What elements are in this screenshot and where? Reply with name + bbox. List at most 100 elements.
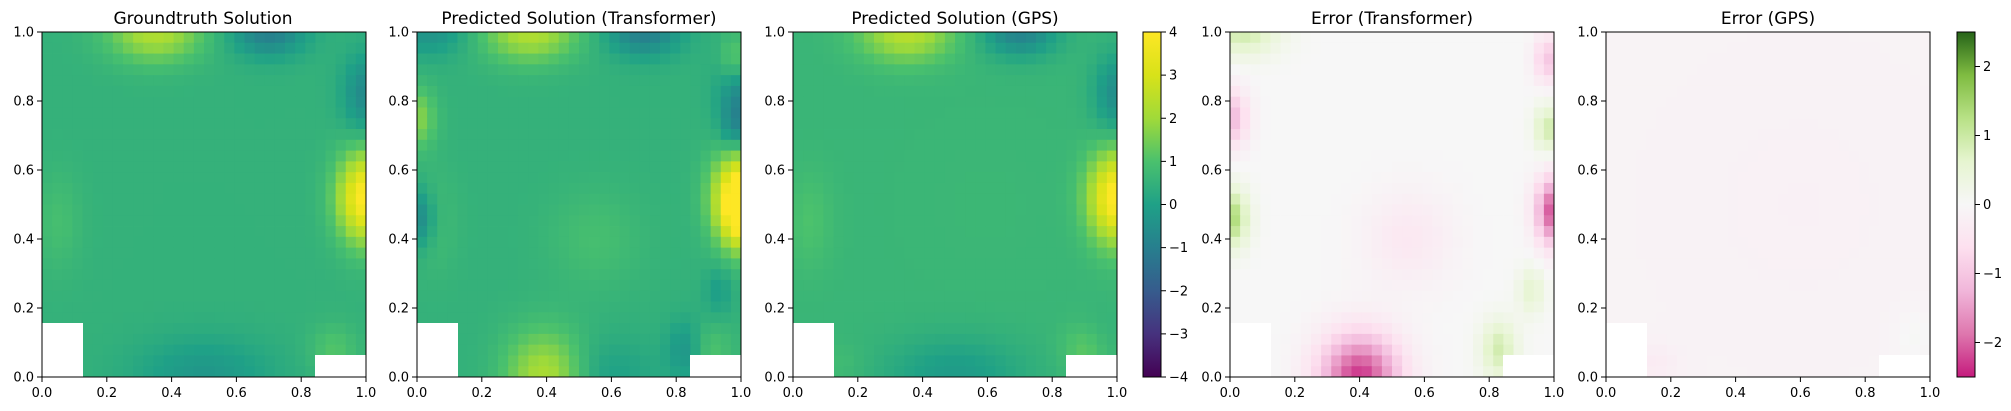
heatmap-cell [1371, 236, 1383, 249]
heatmap-cell [1626, 85, 1637, 98]
heatmap-cell [234, 290, 245, 302]
heatmap-cell [1351, 290, 1363, 302]
heatmap-cell [894, 366, 905, 378]
heatmap-cell [1636, 236, 1647, 249]
heatmap-cell [1697, 129, 1708, 141]
heatmap-cell [1889, 53, 1901, 65]
heatmap-cell [955, 139, 966, 151]
heatmap-cell [498, 323, 509, 335]
heatmap-cell [1452, 215, 1464, 227]
heatmap-cell [1656, 150, 1668, 162]
heatmap-cell [568, 236, 580, 249]
heatmap-cell [863, 247, 875, 259]
heatmap-cell [437, 64, 448, 76]
heatmap-cell [995, 118, 1007, 130]
heatmap-cell [52, 247, 63, 259]
heatmap-cell [1371, 323, 1383, 335]
heatmap-cell [985, 366, 996, 378]
heatmap-cell [1240, 85, 1251, 98]
heatmap-cell [793, 182, 804, 195]
heatmap-cell [1046, 226, 1057, 238]
y-tick-label: 1.0 [764, 26, 785, 41]
colorbar-tick-label: −3 [1169, 327, 1188, 342]
heatmap-cell [1543, 215, 1555, 227]
heatmap-cell [833, 344, 845, 356]
heatmap-cell [1533, 107, 1545, 119]
heatmap-cell [417, 204, 428, 216]
heatmap-cell [1331, 204, 1342, 216]
heatmap-cell [254, 193, 266, 205]
heatmap-cell [1290, 204, 1302, 216]
heatmap-cell [589, 226, 600, 238]
heatmap-cell [1270, 312, 1282, 324]
heatmap-cell [183, 279, 195, 292]
heatmap-cell [1230, 215, 1241, 227]
heatmap-cell [305, 107, 316, 119]
heatmap-cell [1493, 215, 1504, 227]
heatmap-cell [1096, 107, 1108, 119]
heatmap-cell [335, 258, 347, 270]
heatmap-cell [1523, 53, 1535, 65]
heatmap-cell [1280, 301, 1292, 313]
heatmap-cell [690, 118, 701, 130]
heatmap-cell [1015, 139, 1027, 151]
heatmap-cell [1513, 150, 1525, 162]
heatmap-cell [1096, 344, 1108, 356]
heatmap-cell [1838, 161, 1850, 173]
heatmap-cell [1371, 269, 1383, 281]
heatmap-cell [1483, 355, 1494, 367]
heatmap-cell [1422, 204, 1433, 216]
heatmap-cell [1280, 182, 1292, 195]
heatmap-cell [1666, 42, 1678, 54]
heatmap-cell [1879, 42, 1890, 54]
plot-frame [416, 31, 742, 378]
heatmap-cell [720, 236, 732, 249]
heatmap-cell [1341, 172, 1352, 184]
heatmap-cell [457, 150, 469, 162]
heatmap-cell [477, 258, 489, 270]
heatmap-cell [42, 290, 53, 302]
heatmap-cell [518, 53, 529, 65]
heatmap-cell [609, 355, 620, 367]
heatmap-cell [1056, 269, 1067, 281]
heatmap-cell [518, 366, 529, 378]
heatmap-cell [1331, 129, 1342, 141]
heatmap-cell [1473, 107, 1484, 119]
heatmap-cell [1687, 42, 1698, 54]
heatmap-cell [1371, 366, 1383, 378]
heatmap-cell [1473, 118, 1484, 130]
heatmap-cell [619, 204, 631, 216]
heatmap-cell [874, 344, 885, 356]
heatmap-cell [803, 53, 814, 65]
heatmap-cell [1757, 247, 1769, 259]
heatmap-cell [1036, 182, 1047, 195]
heatmap-cell [1838, 85, 1850, 98]
heatmap-cell [1757, 226, 1769, 238]
heatmap-cell [1321, 75, 1332, 87]
heatmap-cell [1727, 161, 1739, 173]
heatmap-cell [599, 258, 610, 270]
x-tick-label: 0.8 [1042, 386, 1063, 401]
heatmap-cell [1513, 96, 1525, 108]
heatmap-cell [803, 42, 814, 54]
heatmap-cell [599, 161, 610, 173]
heatmap-cell [853, 75, 865, 87]
heatmap-cell [1768, 85, 1779, 98]
heatmap-cell [173, 247, 185, 259]
heatmap-cell [1533, 247, 1545, 259]
heatmap-cell [955, 118, 966, 130]
heatmap-cell [924, 75, 936, 87]
heatmap-cell [92, 150, 104, 162]
heatmap-cell [1676, 139, 1688, 151]
heatmap-cell [1533, 139, 1545, 151]
axis-ticks: 0.0 0.2 0.4 0.6 0.8 1.00.00.20.40.60.81.0 [388, 26, 751, 402]
heatmap-cell [183, 258, 195, 270]
heatmap-cell [92, 247, 104, 259]
heatmap-cell [1412, 301, 1423, 313]
heatmap-cell [1106, 269, 1118, 281]
heatmap-cell [1646, 96, 1658, 108]
heatmap-cell [660, 344, 671, 356]
heatmap-cell [1727, 42, 1739, 54]
heatmap-cell [173, 258, 185, 270]
heatmap-cell [1616, 53, 1627, 65]
